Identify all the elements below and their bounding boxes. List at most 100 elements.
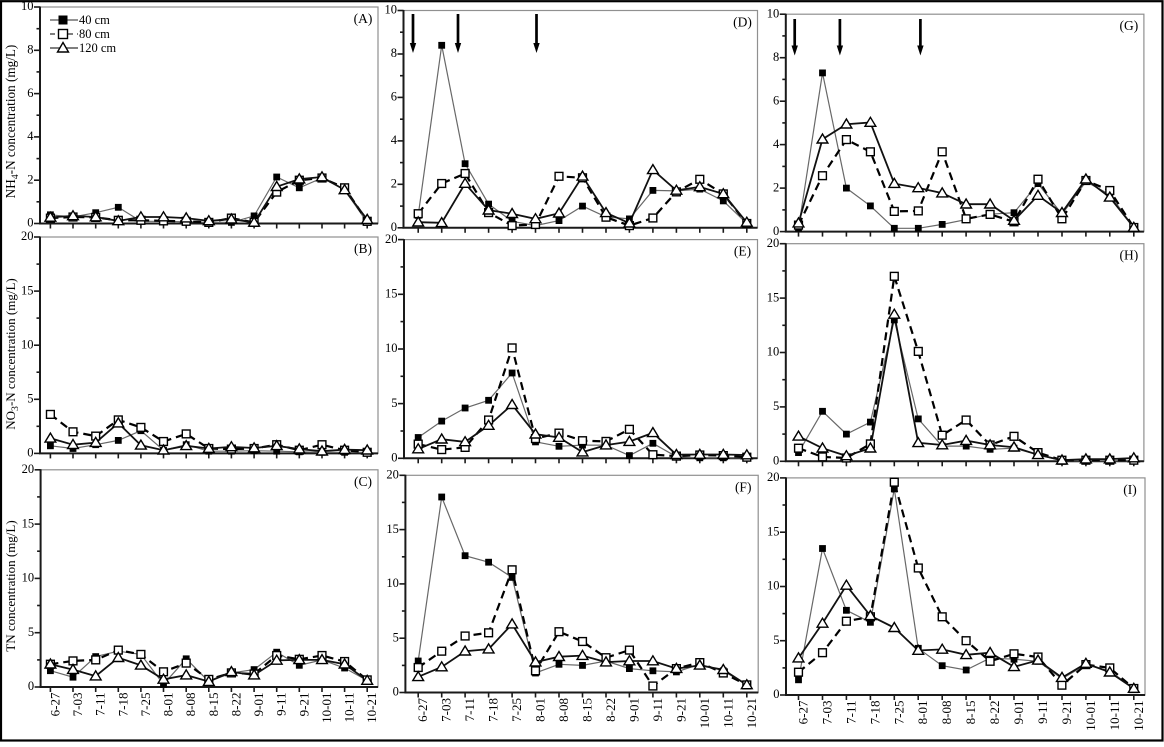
svg-text:(G): (G) — [1120, 18, 1139, 33]
svg-text:20: 20 — [21, 229, 34, 243]
svg-text:7-11: 7-11 — [462, 698, 477, 721]
svg-text:2: 2 — [391, 177, 397, 191]
svg-text:8-22: 8-22 — [603, 698, 618, 722]
svg-text:7-03: 7-03 — [439, 698, 454, 722]
svg-text:10-11: 10-11 — [1107, 701, 1122, 731]
svg-text:5: 5 — [773, 399, 779, 413]
svg-text:9-01: 9-01 — [1011, 701, 1026, 725]
svg-text:8-01: 8-01 — [160, 693, 175, 717]
svg-text:8-08: 8-08 — [556, 698, 571, 722]
svg-text:10: 10 — [385, 3, 398, 17]
svg-text:4: 4 — [391, 133, 398, 147]
svg-text:0: 0 — [28, 679, 34, 693]
svg-text:120 cm: 120 cm — [79, 41, 116, 55]
svg-text:6: 6 — [773, 93, 779, 107]
svg-text:0: 0 — [393, 685, 399, 699]
svg-text:8-22: 8-22 — [987, 701, 1002, 725]
svg-text:8: 8 — [391, 46, 397, 60]
svg-text:(E): (E) — [734, 244, 751, 259]
svg-text:10-01: 10-01 — [1083, 701, 1098, 731]
svg-text:0: 0 — [773, 224, 779, 238]
svg-text:8-08: 8-08 — [939, 701, 954, 725]
svg-text:(F): (F) — [735, 479, 752, 494]
svg-text:0: 0 — [27, 216, 33, 230]
svg-text:15: 15 — [385, 287, 398, 301]
svg-text:5: 5 — [393, 630, 399, 644]
svg-text:4: 4 — [27, 129, 34, 143]
svg-text:9-21: 9-21 — [296, 693, 311, 717]
svg-text:10-21: 10-21 — [1131, 701, 1146, 731]
svg-text:5: 5 — [28, 625, 34, 639]
svg-text:20: 20 — [385, 232, 398, 246]
svg-text:8-22: 8-22 — [228, 693, 243, 717]
svg-text:0: 0 — [773, 454, 779, 468]
svg-text:15: 15 — [386, 522, 399, 536]
svg-text:15: 15 — [767, 524, 780, 538]
svg-text:TN concentration (mg/L): TN concentration (mg/L) — [3, 520, 18, 651]
svg-text:10: 10 — [767, 6, 780, 20]
svg-text:5: 5 — [391, 396, 397, 410]
svg-text:20: 20 — [386, 468, 399, 482]
svg-text:0: 0 — [391, 220, 397, 234]
svg-text:10-01: 10-01 — [319, 693, 334, 723]
svg-text:5: 5 — [773, 633, 779, 647]
svg-text:10-11: 10-11 — [720, 698, 735, 728]
svg-text:9-11: 9-11 — [274, 693, 289, 716]
svg-text:10-01: 10-01 — [697, 698, 712, 728]
svg-text:10-11: 10-11 — [342, 693, 357, 723]
svg-text:(A): (A) — [354, 11, 373, 26]
svg-text:7-03: 7-03 — [70, 693, 85, 717]
svg-text:9-01: 9-01 — [626, 698, 641, 722]
svg-text:2: 2 — [773, 180, 779, 194]
svg-text:6: 6 — [27, 86, 33, 100]
svg-text:8-15: 8-15 — [206, 693, 221, 717]
svg-text:(I): (I) — [1123, 482, 1137, 497]
svg-text:7-18: 7-18 — [486, 698, 501, 722]
svg-text:10: 10 — [386, 576, 399, 590]
svg-text:9-11: 9-11 — [1035, 701, 1050, 724]
svg-text:7-18: 7-18 — [115, 693, 130, 717]
svg-text:9-21: 9-21 — [1059, 701, 1074, 725]
svg-text:(D): (D) — [733, 15, 752, 30]
svg-text:7-03: 7-03 — [819, 701, 834, 725]
svg-text:20: 20 — [767, 236, 780, 250]
svg-text:9-01: 9-01 — [251, 693, 266, 717]
svg-text:8-15: 8-15 — [579, 698, 594, 722]
svg-text:6: 6 — [391, 90, 397, 104]
svg-text:9-21: 9-21 — [673, 698, 688, 722]
svg-text:0: 0 — [27, 446, 33, 460]
svg-text:15: 15 — [22, 516, 35, 530]
svg-text:8: 8 — [27, 43, 33, 57]
svg-text:(C): (C) — [354, 474, 372, 489]
svg-text:(B): (B) — [354, 241, 372, 256]
svg-text:10: 10 — [767, 345, 780, 359]
svg-text:20: 20 — [767, 470, 780, 484]
svg-text:10-21: 10-21 — [364, 693, 379, 723]
svg-text:8: 8 — [773, 50, 779, 64]
svg-text:7-11: 7-11 — [843, 701, 858, 724]
svg-text:7-25: 7-25 — [509, 698, 524, 722]
svg-text:6-27: 6-27 — [795, 700, 810, 724]
svg-text:(H): (H) — [1120, 248, 1139, 263]
svg-text:0: 0 — [773, 687, 779, 701]
svg-text:7-25: 7-25 — [138, 693, 153, 717]
svg-text:8-15: 8-15 — [963, 701, 978, 725]
svg-text:10-21: 10-21 — [744, 698, 759, 728]
svg-text:15: 15 — [767, 290, 780, 304]
svg-text:10: 10 — [21, 0, 34, 13]
svg-text:7-11: 7-11 — [93, 693, 108, 716]
svg-text:NO3-N concentration (mg/L): NO3-N concentration (mg/L) — [3, 278, 21, 429]
svg-text:10: 10 — [767, 579, 780, 593]
svg-text:7-18: 7-18 — [867, 701, 882, 725]
svg-text:15: 15 — [21, 283, 34, 297]
svg-text:2: 2 — [27, 172, 33, 186]
svg-text:10: 10 — [22, 571, 35, 585]
svg-text:10: 10 — [385, 341, 398, 355]
svg-text:4: 4 — [773, 137, 780, 151]
svg-text:8-08: 8-08 — [183, 693, 198, 717]
svg-text:10: 10 — [21, 337, 34, 351]
svg-text:0: 0 — [391, 451, 397, 465]
svg-text:40 cm: 40 cm — [79, 13, 110, 27]
svg-text:5: 5 — [27, 392, 33, 406]
svg-text:NH4-N concentration (mg/L): NH4-N concentration (mg/L) — [3, 45, 21, 199]
